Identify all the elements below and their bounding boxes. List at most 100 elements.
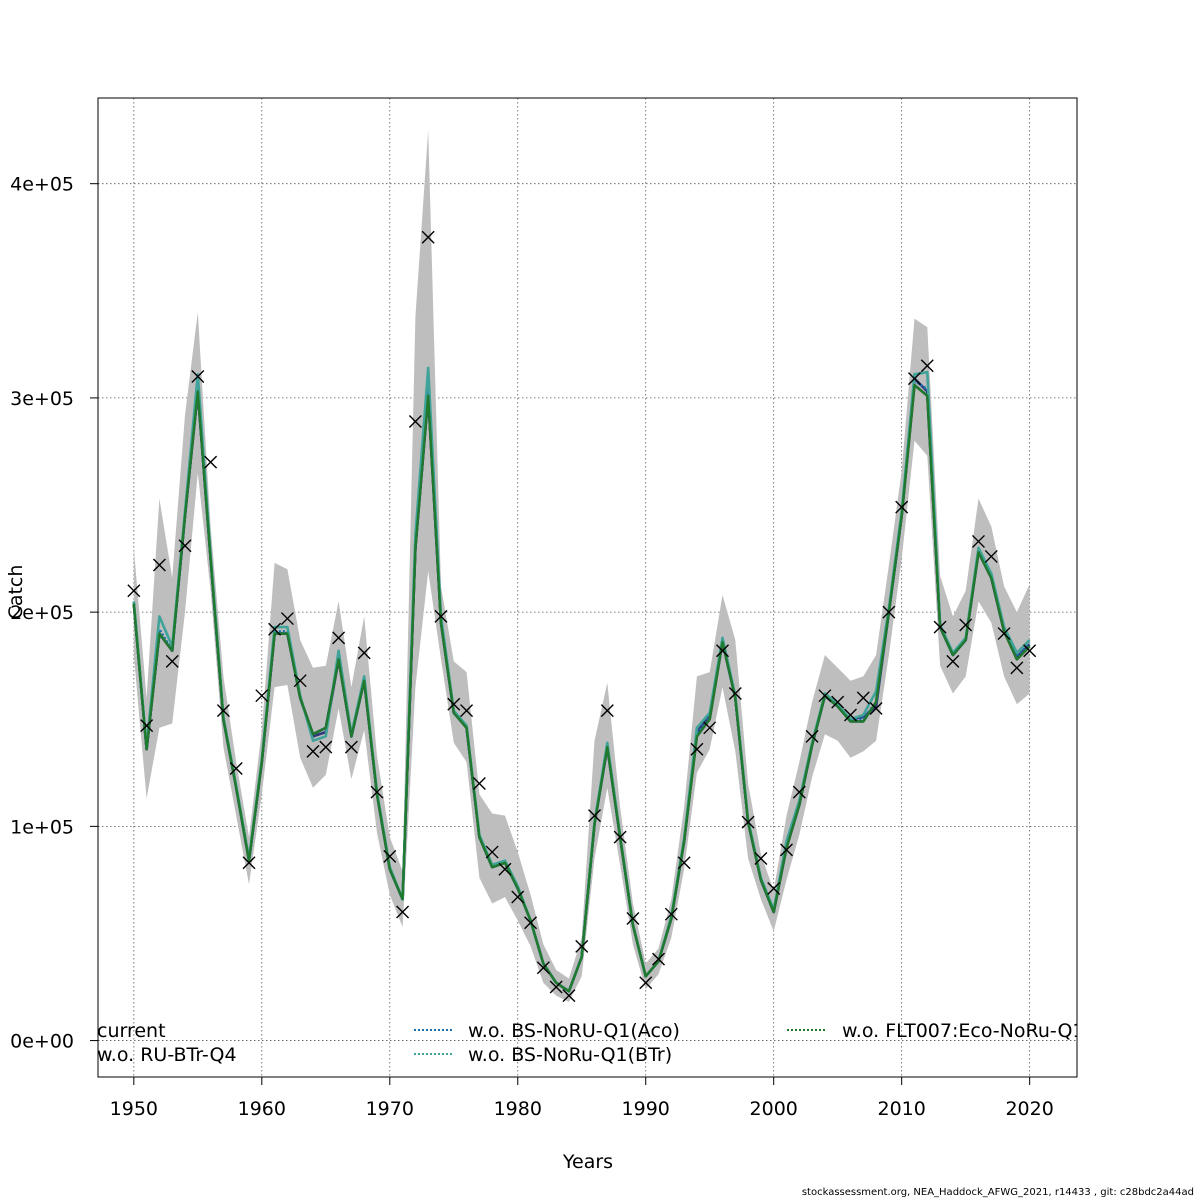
x-tick-label: 1970 xyxy=(366,1098,414,1120)
observed-point xyxy=(971,534,985,548)
observed-point xyxy=(664,907,678,921)
observed-point xyxy=(306,744,320,758)
x-tick-label: 1980 xyxy=(494,1098,542,1120)
x-axis-title: Years xyxy=(562,1151,613,1173)
x-tick-label: 1990 xyxy=(622,1098,670,1120)
observed-point xyxy=(255,689,269,703)
observed-point xyxy=(165,654,179,668)
observed-point xyxy=(831,695,845,709)
observed-point xyxy=(229,762,243,776)
observed-point xyxy=(856,691,870,705)
observed-point xyxy=(562,989,576,1003)
observed-point xyxy=(383,849,397,863)
observed-point xyxy=(319,740,333,754)
plot-background xyxy=(98,98,1077,1077)
observed-point xyxy=(472,777,486,791)
observed-point xyxy=(216,704,230,718)
observed-point xyxy=(511,890,525,904)
observed-point xyxy=(447,697,461,711)
observed-point xyxy=(127,584,141,598)
y-axis-ticks: 0e+00 1e+05 2e+05 3e+05 4e+05 xyxy=(10,174,98,1053)
observed-point xyxy=(575,939,589,953)
confidence-band xyxy=(133,130,1030,1003)
legend-label: w.o. RU-BTr-Q4 xyxy=(97,1044,237,1066)
observed-point xyxy=(434,609,448,623)
observed-point xyxy=(421,230,435,244)
y-tick-label: 0e+00 xyxy=(10,1031,74,1053)
grid-lines xyxy=(98,98,1077,1077)
observed-point xyxy=(843,708,857,722)
observed-point xyxy=(869,702,883,716)
observed-point xyxy=(549,980,563,994)
observed-point xyxy=(818,689,832,703)
observed-point xyxy=(703,721,717,735)
observed-point xyxy=(280,612,294,626)
observed-point xyxy=(780,843,793,857)
x-tick-label: 1960 xyxy=(238,1098,286,1120)
observed-point xyxy=(959,618,973,632)
observed-point xyxy=(984,549,998,563)
series-line xyxy=(132,379,1031,993)
observed-point xyxy=(178,539,192,553)
observed-point xyxy=(524,916,538,930)
observed-points xyxy=(127,230,1037,1003)
observed-point xyxy=(242,856,256,870)
x-tick-label: 2020 xyxy=(1005,1098,1053,1120)
observed-point xyxy=(946,654,960,668)
observed-point xyxy=(652,952,666,966)
observed-point xyxy=(741,815,755,829)
observed-point xyxy=(677,856,691,870)
observed-point xyxy=(792,785,806,799)
y-tick-label: 3e+05 xyxy=(10,388,74,410)
legend-label: w.o. BS-NoRu-Q1(BTr) xyxy=(468,1044,672,1066)
observed-point xyxy=(600,704,614,718)
observed-point xyxy=(933,620,947,634)
observed-point xyxy=(805,729,819,743)
observed-point xyxy=(895,500,909,514)
legend-label: w.o. BS-NoRU-Q1(Aco) xyxy=(468,1020,680,1042)
observed-point xyxy=(754,851,768,865)
y-tick-label: 2e+05 xyxy=(10,602,74,624)
footer-credit: stockassessment.org, NEA_Haddock_AFWG_20… xyxy=(801,1187,1194,1198)
x-axis-ticks: 1950 1960 1970 1980 1990 2000 2010 2020 xyxy=(110,1077,1054,1120)
ci-band xyxy=(133,130,1030,1003)
observed-point xyxy=(920,359,934,373)
y-tick-label: 4e+05 xyxy=(10,174,74,196)
legend-label: current xyxy=(97,1020,166,1042)
observed-point xyxy=(639,976,653,990)
legend-label: w.o. FLT007:Eco-NoRu-Q1 xyxy=(842,1020,1084,1042)
observed-point xyxy=(140,719,154,733)
observed-point xyxy=(396,905,410,919)
observed-point xyxy=(882,605,896,619)
y-axis-title: Catch xyxy=(5,565,27,620)
series-lines xyxy=(132,366,1031,993)
observed-point xyxy=(485,845,499,859)
observed-point xyxy=(997,627,1011,641)
y-tick-label: 1e+05 xyxy=(10,816,74,838)
observed-point xyxy=(204,455,218,469)
observed-point xyxy=(370,785,384,799)
plot-frame xyxy=(97,97,1078,1078)
observed-point xyxy=(728,687,742,701)
observed-point xyxy=(152,558,166,572)
observed-point xyxy=(1010,661,1024,675)
x-tick-label: 2000 xyxy=(750,1098,798,1120)
observed-point xyxy=(332,631,346,645)
observed-point xyxy=(907,372,921,386)
observed-point xyxy=(767,881,781,895)
observed-point xyxy=(408,414,422,428)
x-tick-label: 1950 xyxy=(110,1098,158,1120)
series-line xyxy=(132,383,1031,993)
observed-point xyxy=(690,742,704,756)
observed-point xyxy=(613,830,627,844)
observed-point xyxy=(498,862,512,876)
observed-point xyxy=(344,740,358,754)
observed-point xyxy=(626,911,640,925)
observed-point xyxy=(293,674,307,688)
x-tick-label: 2010 xyxy=(877,1098,925,1120)
observed-point xyxy=(357,646,371,660)
observed-point xyxy=(716,644,730,658)
